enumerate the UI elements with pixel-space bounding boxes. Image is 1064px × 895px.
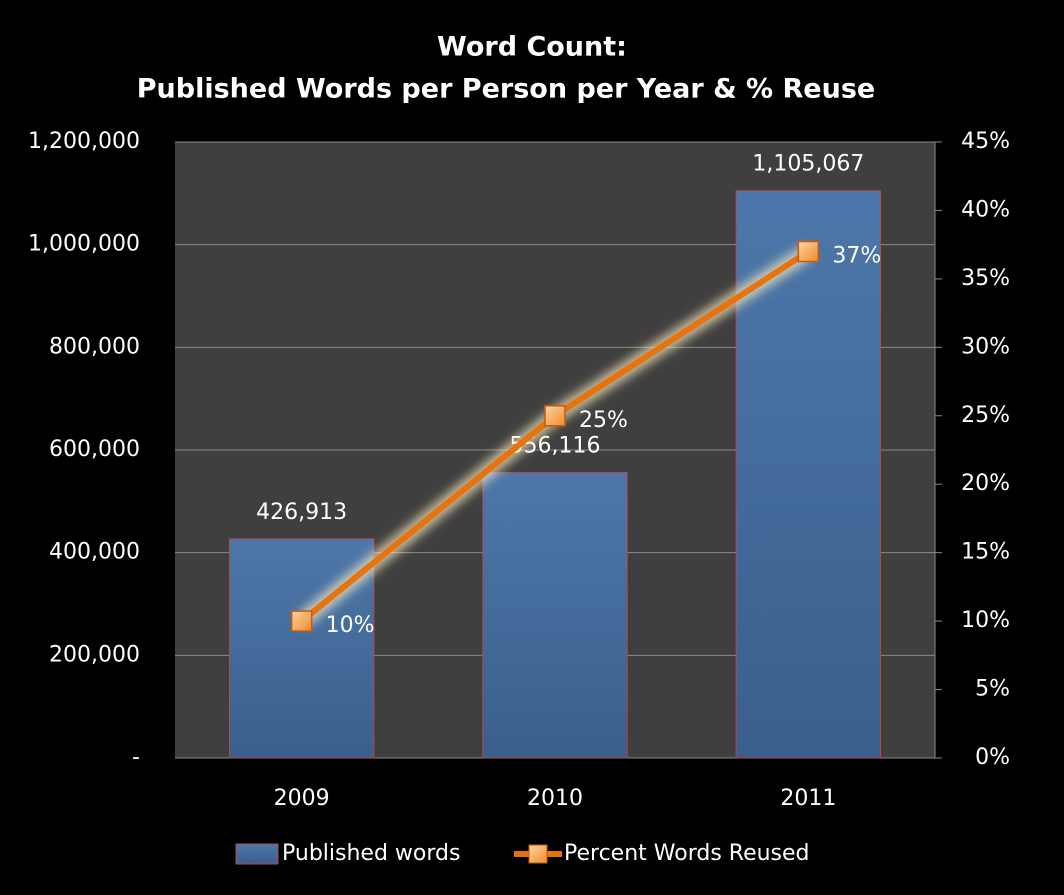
y-tick-label: 400,000 bbox=[49, 540, 140, 565]
line-value-label: 37% bbox=[832, 244, 881, 269]
legend-label: Published words bbox=[282, 841, 460, 866]
y2-tick-label: 15% bbox=[961, 540, 1010, 565]
y2-tick-label: 45% bbox=[961, 129, 1010, 154]
y2-tick-label: 20% bbox=[961, 471, 1010, 496]
x-tick-label: 2010 bbox=[527, 786, 583, 811]
line-marker bbox=[797, 240, 820, 263]
line-value-label: 10% bbox=[326, 613, 375, 638]
y-tick-label: - bbox=[132, 745, 140, 770]
bar-value-label: 1,105,067 bbox=[752, 152, 864, 177]
y-tick-label: 600,000 bbox=[49, 437, 140, 462]
y2-tick-label: 10% bbox=[961, 608, 1010, 633]
x-tick-label: 2009 bbox=[274, 786, 330, 811]
y-tick-label: 200,000 bbox=[49, 642, 140, 667]
y2-tick-label: 35% bbox=[961, 266, 1010, 291]
legend-swatch bbox=[528, 844, 548, 864]
line-value-label: 25% bbox=[579, 408, 628, 433]
y-tick-label: 800,000 bbox=[49, 334, 140, 359]
y2-tick-label: 30% bbox=[961, 334, 1010, 359]
y-tick-label: 1,200,000 bbox=[28, 129, 140, 154]
y2-tick-label: 40% bbox=[961, 197, 1010, 222]
y2-tick-label: 0% bbox=[975, 745, 1010, 770]
x-tick-label: 2011 bbox=[780, 786, 836, 811]
legend-swatch bbox=[235, 843, 279, 865]
chart-title: Word Count: bbox=[437, 32, 627, 63]
line-marker bbox=[290, 610, 313, 632]
chart-title: Published Words per Person per Year & % … bbox=[137, 74, 875, 105]
line-marker bbox=[544, 405, 566, 427]
y2-tick-label: 25% bbox=[961, 403, 1010, 428]
bar bbox=[482, 472, 628, 759]
legend-label: Percent Words Reused bbox=[564, 841, 810, 866]
bar-value-label: 426,913 bbox=[256, 500, 347, 525]
y-tick-label: 1,000,000 bbox=[28, 232, 140, 257]
y2-tick-label: 5% bbox=[975, 677, 1010, 702]
